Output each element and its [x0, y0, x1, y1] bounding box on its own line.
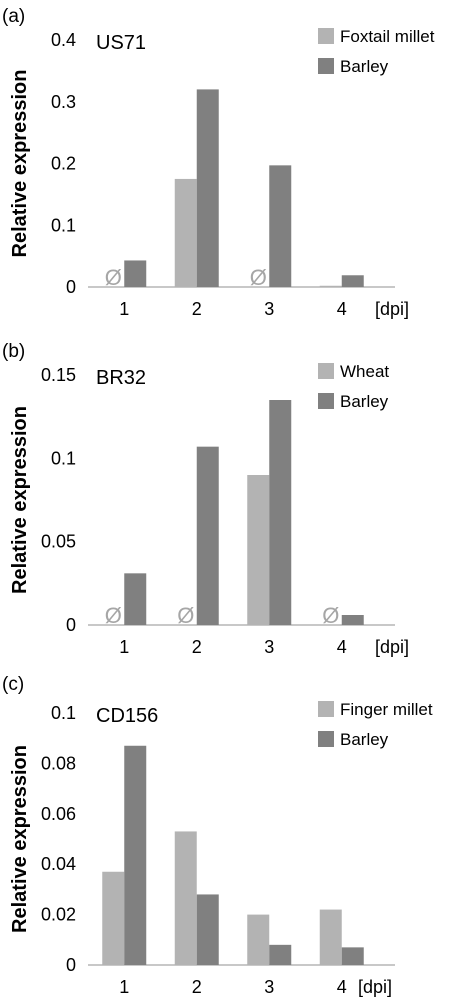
x-tick-label: 2: [192, 977, 202, 997]
y-tick-label: 0.2: [51, 154, 76, 174]
y-tick-label: 0: [66, 955, 76, 975]
x-tick-label: 2: [192, 637, 202, 657]
y-tick-label: 0.15: [41, 365, 76, 385]
bar-barley-2: [196, 446, 219, 625]
x-tick-label: 3: [264, 637, 274, 657]
bar-barley-1: [124, 260, 147, 287]
y-tick-label: 0.08: [41, 753, 76, 773]
legend-swatch: [318, 58, 334, 74]
bar-barley-2: [196, 89, 219, 288]
y-tick-label: 0.3: [51, 92, 76, 112]
x-tick-label: 3: [264, 977, 274, 997]
chart-title: CD156: [96, 705, 158, 727]
bar-barley-2: [196, 894, 219, 965]
chart-panel-b: (b) BR32 Relative expression 0 0.05 0.1 0.15 Ø 1…: [0, 335, 467, 665]
no-data-symbol: Ø: [177, 603, 194, 628]
bar-finger-millet-3: [247, 914, 270, 965]
y-tick-label: 0.05: [41, 532, 76, 552]
bar-barley-3: [269, 944, 292, 965]
legend-swatch: [318, 28, 334, 44]
legend-swatch: [318, 731, 334, 747]
y-tick-label: 0.04: [41, 854, 76, 874]
legend-label: Foxtail millet: [340, 27, 435, 46]
y-tick-label: 0.4: [51, 30, 76, 50]
bar-finger-millet-4: [319, 909, 342, 965]
x-tick-label: 3: [264, 299, 274, 319]
chart-title: US71: [96, 32, 146, 54]
y-tick-label: 0: [66, 615, 76, 635]
bar-chart: (b) BR32 Relative expression 0 0.05 0.1 0.15 Ø 1…: [2, 341, 409, 657]
x-unit-label: [dpi]: [375, 299, 409, 319]
y-tick-label: 0.02: [41, 905, 76, 925]
no-data-symbol: Ø: [105, 265, 122, 290]
bar-chart: (c) CD156 Relative expression 0 0.02 0.04 0.06…: [2, 674, 433, 997]
panel-label: (a): [2, 6, 25, 27]
chart-panel-a: (a) US71 Relative expression 0 0.1 0.2 0.3 0.4 Ø…: [0, 0, 467, 330]
legend-swatch: [318, 701, 334, 717]
x-tick-label: 4: [337, 299, 347, 319]
bar-foxtail-millet-2: [174, 178, 197, 287]
x-tick-label: 4: [337, 977, 347, 997]
bar-foxtail-millet-4: [319, 285, 342, 287]
legend-label: Wheat: [340, 362, 389, 381]
y-tick-label: 0: [66, 277, 76, 297]
x-unit-label: [dpi]: [358, 977, 392, 997]
y-axis-label: Relative expression: [9, 70, 31, 258]
x-tick-label: 1: [119, 977, 129, 997]
no-data-symbol: Ø: [322, 603, 339, 628]
legend-label: Barley: [340, 730, 389, 749]
bar-finger-millet-1: [102, 871, 125, 965]
legend-label: Barley: [340, 57, 389, 76]
chart-title: BR32: [96, 367, 146, 389]
chart-panel-c: (c) CD156 Relative expression 0 0.02 0.04 0.06…: [0, 668, 467, 1003]
bar-barley-1: [124, 573, 147, 625]
no-data-symbol: Ø: [250, 265, 267, 290]
bar-wheat-3: [247, 475, 270, 625]
bar-barley-4: [341, 615, 364, 625]
x-unit-label: [dpi]: [375, 637, 409, 657]
bar-finger-millet-2: [174, 831, 197, 965]
legend-swatch: [318, 393, 334, 409]
y-tick-label: 0.1: [51, 703, 76, 723]
bar-chart: (a) US71 Relative expression 0 0.1 0.2 0.3 0.4 Ø…: [2, 6, 435, 319]
legend-label: Finger millet: [340, 700, 433, 719]
x-tick-label: 1: [119, 299, 129, 319]
legend-label: Barley: [340, 392, 389, 411]
y-axis-label: Relative expression: [9, 406, 31, 594]
legend-swatch: [318, 363, 334, 379]
y-tick-label: 0.1: [51, 448, 76, 468]
y-tick-label: 0.06: [41, 804, 76, 824]
y-tick-label: 0.1: [51, 215, 76, 235]
no-data-symbol: Ø: [105, 603, 122, 628]
panel-label: (c): [2, 674, 24, 695]
y-axis-label: Relative expression: [9, 745, 31, 933]
bar-barley-3: [269, 400, 292, 625]
panel-label: (b): [2, 341, 25, 362]
bar-barley-4: [341, 947, 364, 965]
x-tick-label: 2: [192, 299, 202, 319]
bar-barley-3: [269, 165, 292, 287]
bar-barley-1: [124, 745, 147, 965]
x-tick-label: 4: [337, 637, 347, 657]
bar-barley-4: [341, 275, 364, 287]
x-tick-label: 1: [119, 637, 129, 657]
